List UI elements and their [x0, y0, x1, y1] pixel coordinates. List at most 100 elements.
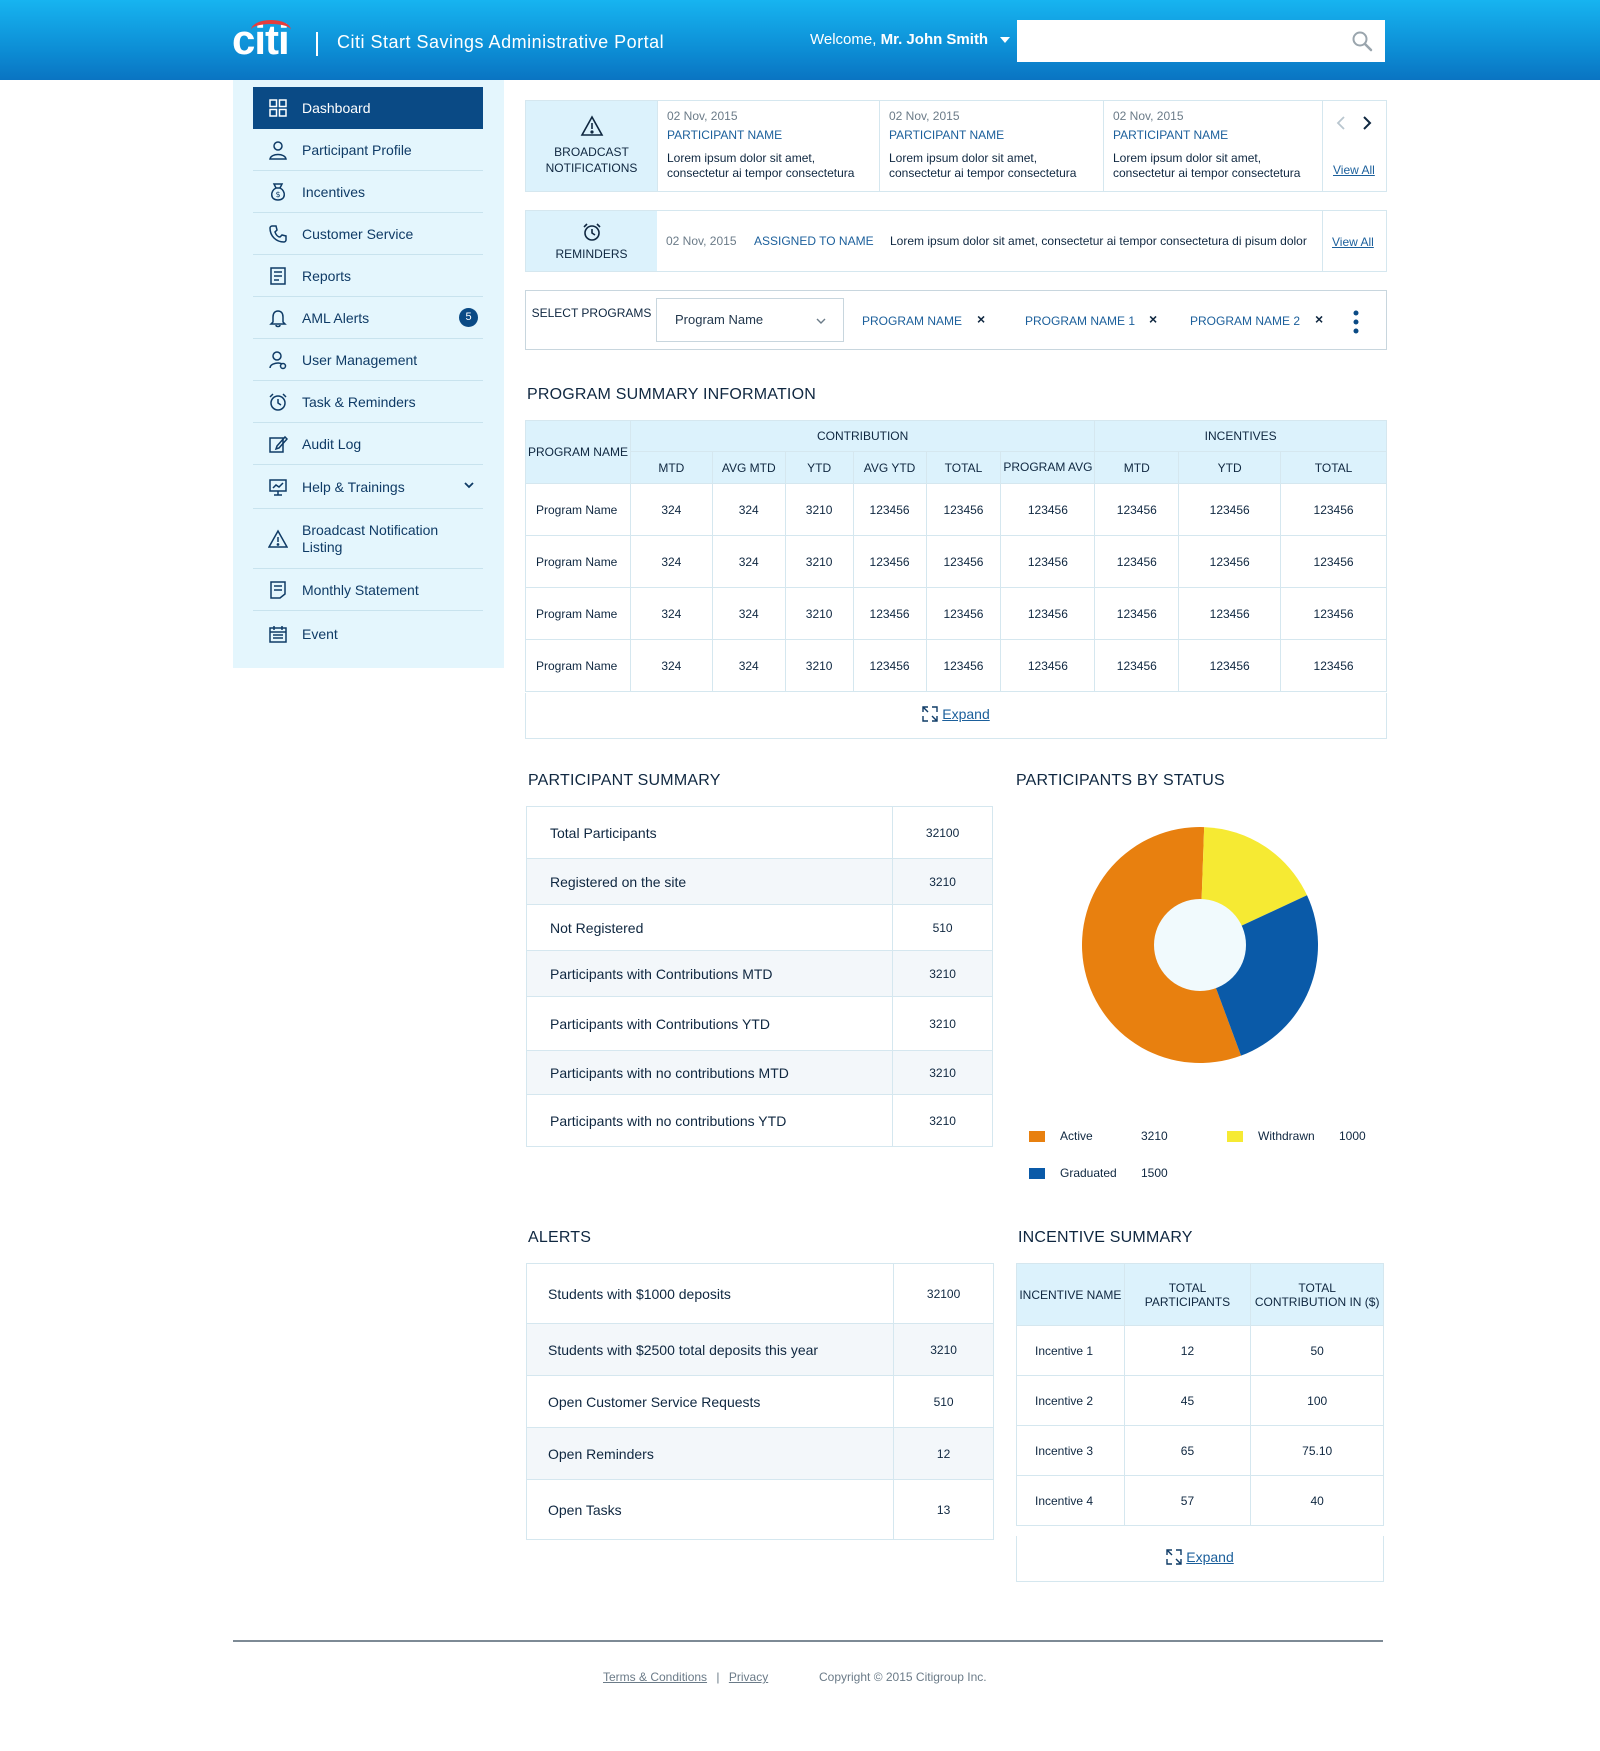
broadcast-label: BROADCAST NOTIFICATIONS — [526, 101, 657, 191]
broadcast-card[interactable]: 02 Nov, 2015 PARTICIPANT NAME Lorem ipsu… — [657, 101, 879, 191]
table-cell: 50 — [1250, 1325, 1384, 1376]
column-header: TOTAL — [925, 451, 1002, 484]
participants-by-status-title: PARTICIPANTS BY STATUS — [1016, 772, 1225, 789]
terms-link[interactable]: Terms & Conditions — [603, 1670, 708, 1684]
broadcast-card[interactable]: 02 Nov, 2015 PARTICIPANT NAME Lorem ipsu… — [1103, 101, 1325, 191]
user-menu[interactable]: Welcome, Mr. John Smith — [810, 31, 1011, 48]
remove-chip-icon[interactable]: × — [977, 311, 986, 327]
table-cell: Program Name — [525, 535, 631, 588]
summary-value: 3210 — [892, 996, 993, 1051]
broadcast-date: 02 Nov, 2015 — [889, 109, 960, 123]
column-header: AVG MTD — [711, 451, 786, 484]
summary-value: 3210 — [892, 1094, 993, 1147]
sidebar-item-label: Incentives — [302, 183, 366, 200]
alert-count-badge: 5 — [459, 308, 478, 327]
sidebar-item-aml-alerts[interactable]: AML Alerts 5 — [253, 297, 483, 339]
list-item[interactable]: Open Customer Service Requests 510 — [525, 1375, 994, 1428]
program-dropdown[interactable]: Program Name — [656, 298, 844, 342]
list-item[interactable]: Students with $1000 deposits 32100 — [525, 1263, 994, 1324]
incentive-summary-table: INCENTIVE NAME TOTAL PARTICIPANTS TOTAL … — [1016, 1263, 1384, 1526]
list-item[interactable]: Open Tasks 13 — [525, 1479, 994, 1540]
search-icon[interactable] — [1351, 30, 1373, 52]
remove-chip-icon[interactable]: × — [1315, 311, 1324, 327]
chevron-down-icon[interactable] — [463, 479, 475, 491]
broadcast-date: 02 Nov, 2015 — [1113, 109, 1184, 123]
sidebar-item-dashboard[interactable]: Dashboard — [253, 87, 483, 129]
remove-chip-icon[interactable]: × — [1149, 311, 1158, 327]
list-item[interactable]: Open Reminders 12 — [525, 1427, 994, 1480]
broadcast-label-text: BROADCAST NOTIFICATIONS — [545, 145, 638, 175]
svg-text:$: $ — [275, 190, 280, 199]
broadcast-body: Lorem ipsum dolor sit amet, consectetur … — [667, 151, 855, 180]
reminders-view-all-link[interactable]: View All — [1332, 235, 1374, 249]
program-chip: PROGRAM NAME — [862, 314, 963, 328]
chevron-left-icon[interactable] — [1335, 115, 1347, 131]
column-header: TOTAL PARTICIPANTS — [1123, 1263, 1252, 1326]
sidebar-item-event[interactable]: Event — [253, 613, 483, 655]
column-header: INCENTIVE NAME — [1016, 1263, 1125, 1326]
table-row: Incentive 1 12 50 — [1016, 1325, 1384, 1376]
table-cell: 123456 — [925, 535, 1002, 588]
summary-label: Registered on the site — [525, 858, 894, 905]
table-row: Program Name 324 324 3210 123456 123456 123456… — [525, 639, 1387, 692]
summary-label: Not Registered — [525, 904, 894, 951]
list-item[interactable]: Students with $2500 total deposits this … — [525, 1323, 994, 1376]
select-programs-label: SELECT PROGRAMS — [531, 306, 652, 320]
incentive-summary-title: INCENTIVE SUMMARY — [1018, 1229, 1193, 1246]
summary-label: Participants with Contributions YTD — [525, 996, 894, 1051]
footer-divider — [233, 1640, 1383, 1642]
table-cell: Program Name — [525, 587, 631, 640]
bell-icon — [269, 309, 287, 327]
reminder-assignee: ASSIGNED TO NAME — [754, 234, 874, 248]
privacy-link[interactable]: Privacy — [728, 1670, 769, 1684]
expand-link[interactable]: Expand — [922, 693, 990, 735]
select-programs-panel — [525, 290, 1387, 350]
list-item: Participants with Contributions MTD 3210 — [525, 950, 993, 997]
caret-down-icon — [1000, 37, 1011, 44]
table-cell: Program Name — [525, 639, 631, 692]
summary-label: Participants with Contributions MTD — [525, 950, 894, 997]
report-icon — [270, 266, 286, 285]
expand-link[interactable]: Expand — [1166, 1536, 1234, 1578]
column-header: PROGRAM AVG — [1000, 451, 1096, 484]
table-cell: Program Name — [525, 483, 631, 536]
table-cell: 100 — [1250, 1375, 1384, 1426]
table-cell: 123456 — [925, 483, 1002, 536]
table-cell: 324 — [629, 639, 713, 692]
sidebar-item-label: Audit Log — [302, 435, 362, 452]
table-cell: 324 — [711, 535, 786, 588]
table-cell: 45 — [1123, 1375, 1252, 1426]
calendar-icon — [269, 626, 287, 643]
sidebar-item-monthly-statement[interactable]: Monthly Statement — [253, 569, 483, 611]
alert-count: 12 — [893, 1427, 994, 1480]
edit-document-icon — [269, 435, 288, 453]
table-cell: 123456 — [1094, 587, 1180, 640]
alert-label: Open Reminders — [525, 1427, 895, 1480]
sidebar-item-audit-log[interactable]: Audit Log — [253, 423, 483, 465]
table-row: Program Name 324 324 3210 123456 123456 123456… — [525, 483, 1387, 536]
sidebar-item-incentives[interactable]: $ Incentives — [253, 171, 483, 213]
sidebar-item-user-management[interactable]: User Management — [253, 339, 483, 381]
broadcast-view-all-link[interactable]: View All — [1333, 163, 1375, 177]
legend-label-active: Active — [1060, 1129, 1093, 1143]
sidebar-item-participant-profile[interactable]: Participant Profile — [253, 129, 483, 171]
citi-logo[interactable]: citi — [232, 18, 300, 62]
sidebar-item-help-trainings[interactable]: Help & Trainings — [253, 465, 483, 509]
broadcast-card[interactable]: 02 Nov, 2015 PARTICIPANT NAME Lorem ipsu… — [879, 101, 1101, 191]
sidebar-item-task-reminders[interactable]: Task & Reminders — [253, 381, 483, 423]
table-cell: 324 — [711, 483, 786, 536]
chevron-right-icon[interactable] — [1361, 115, 1373, 131]
sidebar-item-label: Participant Profile — [302, 141, 412, 158]
sidebar-item-reports[interactable]: Reports — [253, 255, 483, 297]
column-group-header: CONTRIBUTION — [629, 420, 1096, 452]
sidebar-item-customer-service[interactable]: Customer Service — [253, 213, 483, 255]
more-options-icon[interactable] — [1352, 309, 1360, 335]
expand-icon — [922, 706, 938, 722]
reminder-text: Lorem ipsum dolor sit amet, consectetur … — [890, 234, 1307, 248]
broadcast-panel — [525, 100, 1387, 192]
search-input[interactable] — [1017, 20, 1337, 62]
column-header: MTD — [629, 451, 713, 484]
sidebar-item-broadcast-notification-listing[interactable]: Broadcast Notification Listing — [253, 509, 483, 569]
program-chip: PROGRAM NAME 2 — [1190, 314, 1301, 328]
column-group-header: INCENTIVES — [1094, 420, 1387, 452]
